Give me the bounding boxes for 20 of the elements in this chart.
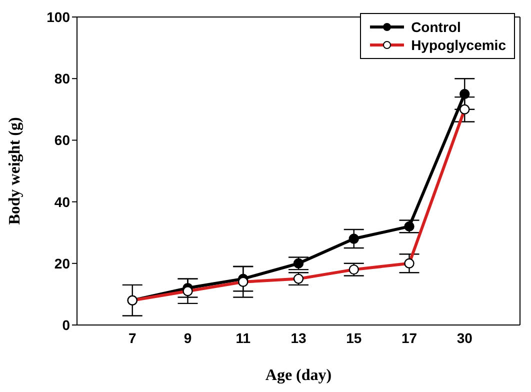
point — [404, 221, 414, 232]
point — [460, 88, 470, 100]
y-tick-label: 60 — [54, 132, 70, 148]
x-tick-label: 7 — [128, 330, 136, 346]
y-tick-label: 20 — [54, 255, 70, 272]
point — [348, 234, 359, 244]
y-tick-label: 0 — [62, 316, 70, 333]
x-tick-label: 15 — [346, 330, 362, 346]
y-tick-label: 100 — [46, 8, 70, 25]
x-tick-label: 30 — [456, 330, 473, 346]
y-axis-title: Body weight (g) — [6, 117, 24, 225]
x-tick-label: 11 — [236, 330, 251, 346]
x-tick-label: 13 — [290, 330, 306, 346]
y-tick-label: 80 — [54, 70, 70, 87]
x-tick-label: 17 — [401, 330, 418, 346]
y-tick-label: 40 — [54, 194, 70, 210]
x-tick-label: 9 — [184, 330, 192, 346]
x-axis-title: Age (day) — [265, 367, 332, 384]
legend-label: Control — [411, 19, 461, 35]
legend-label: Hypoglycemic — [411, 37, 506, 53]
